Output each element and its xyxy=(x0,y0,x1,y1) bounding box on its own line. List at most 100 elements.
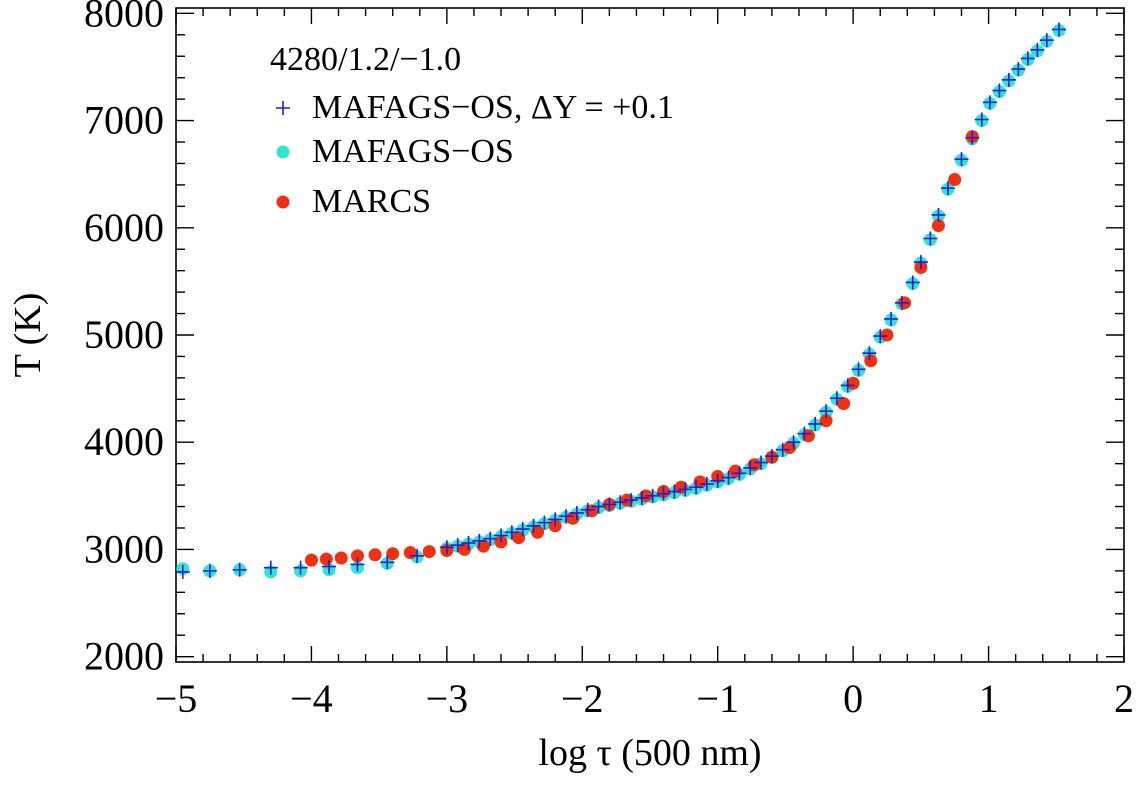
series-0-point xyxy=(940,181,955,196)
series-2-point xyxy=(476,539,490,553)
tick-labels: −5 −4 −3 −2 −1 0 1 2 2000 3000 4000 5000 6000 7000 800… xyxy=(84,0,1134,721)
series-2-point xyxy=(728,464,742,478)
x-tick-label: 2 xyxy=(1114,676,1134,721)
series-2-point xyxy=(457,542,471,556)
series-2-point xyxy=(531,525,545,539)
series-0-point xyxy=(350,557,365,572)
series-0-point xyxy=(1020,51,1035,66)
series-0-point xyxy=(263,560,278,575)
series-0-point xyxy=(461,535,476,550)
x-tick-label: −5 xyxy=(155,676,198,721)
series-0-point xyxy=(689,480,704,495)
y-tick-label: 5000 xyxy=(84,312,164,357)
series-0-point xyxy=(992,83,1007,98)
series-0-point xyxy=(450,538,465,553)
x-tick-label: 1 xyxy=(979,676,999,721)
series-0-point xyxy=(624,493,639,508)
series-2-point xyxy=(566,511,580,525)
series-0-point xyxy=(797,426,812,441)
series-0-point xyxy=(483,531,498,546)
series-0-point xyxy=(954,152,969,167)
series-0-point xyxy=(819,404,834,419)
series-0-point xyxy=(974,112,989,127)
series-0-point xyxy=(862,346,877,361)
y-tick-label: 2000 xyxy=(84,634,164,679)
legend-marker-2 xyxy=(276,195,290,209)
x-tick-label: −4 xyxy=(290,676,333,721)
series-0-point xyxy=(775,442,790,457)
series-2-point xyxy=(319,552,333,566)
x-tick-label: −2 xyxy=(561,676,604,721)
series-0-point xyxy=(293,560,308,575)
legend: MAFAGS−OS, ΔY = +0.1 MAFAGS−OS MARCS xyxy=(276,89,674,220)
series-0-point xyxy=(1039,33,1054,48)
legend-marker-0 xyxy=(276,101,290,115)
series-0-point xyxy=(613,495,628,510)
x-tick-label: 0 xyxy=(843,676,863,721)
series-2-point xyxy=(819,414,833,428)
y-tick-label: 7000 xyxy=(84,98,164,143)
series-2-point xyxy=(334,551,348,565)
series-0-point xyxy=(645,488,660,503)
series-0-point xyxy=(667,484,682,499)
series-0-point xyxy=(982,95,997,110)
series-0-point xyxy=(894,295,909,310)
series-0-point xyxy=(537,515,552,530)
series-0-point xyxy=(591,499,606,514)
series-0-point xyxy=(175,564,190,579)
legend-marker-1 xyxy=(276,145,290,159)
series-2-point xyxy=(512,531,526,545)
axis-ticks xyxy=(175,8,1125,662)
series-0-point xyxy=(548,512,563,527)
series-2-point xyxy=(304,553,318,567)
series-0-point xyxy=(743,460,758,475)
series-2-point xyxy=(350,549,364,563)
series-0-point xyxy=(840,378,855,393)
series-2-point xyxy=(585,504,599,518)
y-tick-label: 8000 xyxy=(84,0,164,35)
series-0-point xyxy=(559,509,574,524)
data-points xyxy=(175,22,1066,579)
series-0-point xyxy=(829,391,844,406)
series-2-point xyxy=(403,546,417,560)
series-0-point xyxy=(504,525,519,540)
series-2-point xyxy=(837,397,851,411)
series-0-point xyxy=(634,490,649,505)
x-axis-label: log τ (500 nm) xyxy=(538,732,761,774)
series-2-point xyxy=(801,429,815,443)
series-0-point xyxy=(1011,62,1026,77)
series-2-point xyxy=(693,475,707,489)
x-tick-label: −3 xyxy=(426,676,469,721)
series-2-point xyxy=(931,219,945,233)
series-0-point xyxy=(656,486,671,501)
series-0-point xyxy=(721,470,736,485)
series-0-point xyxy=(786,435,801,450)
series-0-point xyxy=(380,555,395,570)
legend-label-0: MAFAGS−OS, ΔY = +0.1 xyxy=(312,89,674,126)
series-0-point xyxy=(322,559,337,574)
series-2-point xyxy=(386,547,400,561)
series-0-point xyxy=(602,497,617,512)
series-0-point xyxy=(808,416,823,431)
series-0-point xyxy=(569,505,584,520)
series-0-point xyxy=(439,540,454,555)
series-0-point xyxy=(851,362,866,377)
series-0-point xyxy=(699,477,714,492)
series-2-point xyxy=(948,173,962,187)
series-0-point xyxy=(232,562,247,577)
series-0-point xyxy=(754,455,769,470)
series-0-point xyxy=(710,473,725,488)
series-2-point xyxy=(674,480,688,494)
series-0-point xyxy=(965,130,980,145)
series-0-point xyxy=(905,275,920,290)
series-0-point xyxy=(913,255,928,270)
series-0-point xyxy=(515,522,530,537)
legend-label-1: MAFAGS−OS xyxy=(312,133,514,170)
series-0-point xyxy=(526,518,541,533)
chart-title: 4280/1.2/−1.0 xyxy=(270,41,461,78)
series-0-point xyxy=(1001,72,1016,87)
series-0-point xyxy=(764,449,779,464)
series-0-point xyxy=(931,207,946,222)
series-2-point xyxy=(368,548,382,562)
